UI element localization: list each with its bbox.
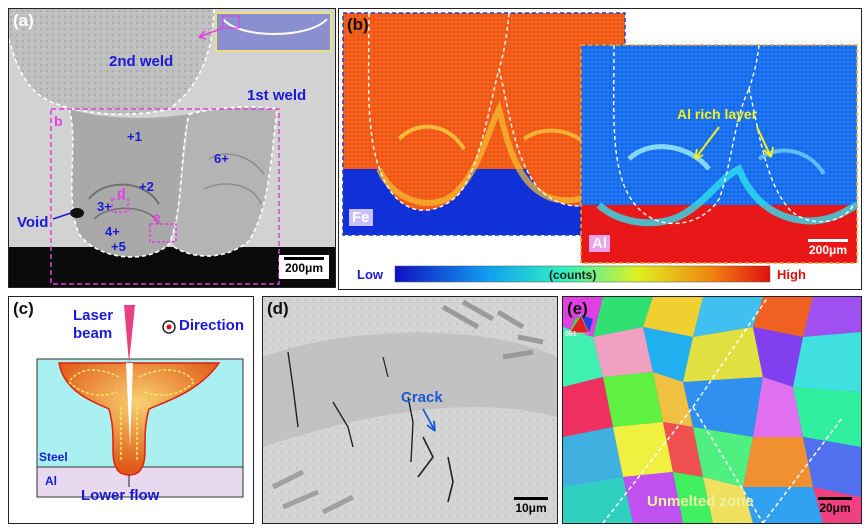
panel-d: (d) Crack 10μm xyxy=(262,296,558,524)
weld2-label: 2nd weld xyxy=(109,53,174,70)
region-b-label: b xyxy=(54,113,63,129)
panel-e: (e) 001 Unmelted zone 20μm xyxy=(562,296,862,524)
ipf-label: 001 xyxy=(565,331,577,338)
weld1-label: 1st weld xyxy=(247,87,307,104)
beam-label: beam xyxy=(73,325,113,342)
panel-c-schematic xyxy=(36,305,244,498)
panel-d-scalebar: 10μm xyxy=(509,495,553,519)
point-3: 3+ xyxy=(97,199,112,214)
panel-b-scale-text: 200μm xyxy=(808,243,848,257)
legend-low: Low xyxy=(357,267,383,282)
direction-label: Direction xyxy=(179,317,245,334)
panel-a: (a) 2nd weld 1st weld b d e +1 +2 3+ 4+ … xyxy=(8,8,336,288)
panel-b-label: (b) xyxy=(347,15,369,34)
panel-c: (c) Laser beam Direction Steel Al Lower … xyxy=(8,296,254,524)
al-block-label: Al xyxy=(45,474,57,488)
panel-a-scalebar: 200μm xyxy=(279,255,329,279)
panel-b: (b) Fe Al Al rich layer 200μm Low (count… xyxy=(338,8,862,290)
region-d-label: d xyxy=(117,185,126,201)
laser-label: Laser xyxy=(73,307,114,324)
unmelted-zone-label: Unmelted zone xyxy=(647,493,754,510)
panel-e-scale-text: 20μm xyxy=(819,501,851,515)
al-label: Al xyxy=(589,235,610,252)
panel-a-scale-text: 200μm xyxy=(284,261,324,275)
point-1: +1 xyxy=(127,129,142,144)
panel-d-label: (d) xyxy=(267,299,289,318)
panel-a-micrograph xyxy=(9,9,335,287)
fe-label: Fe xyxy=(349,209,373,226)
point-4: 4+ xyxy=(105,224,120,239)
region-e-label: e xyxy=(153,209,161,225)
point-2: +2 xyxy=(139,179,154,194)
panel-e-scalebar: 20μm xyxy=(813,495,857,519)
legend-counts: (counts) xyxy=(549,268,597,282)
crack-label: Crack xyxy=(401,389,443,406)
legend-high: High xyxy=(777,267,806,282)
panel-c-label: (c) xyxy=(13,299,34,318)
panel-e-ebsd-map xyxy=(563,297,861,523)
al-rich-layer-label: Al rich layer xyxy=(677,106,758,122)
panel-b-maps xyxy=(342,12,859,283)
panel-d-micrograph xyxy=(263,297,557,523)
point-6: 6+ xyxy=(214,151,229,166)
panel-d-scale-text: 10μm xyxy=(515,501,547,515)
point-5: +5 xyxy=(111,239,126,254)
panel-a-label: (a) xyxy=(13,11,34,30)
panel-e-label: (e) xyxy=(567,299,588,318)
panel-b-scalebar: 200μm xyxy=(803,237,853,259)
void-label: Void xyxy=(17,214,49,231)
lower-flow-label: Lower flow xyxy=(81,487,160,504)
steel-label: Steel xyxy=(39,450,68,464)
